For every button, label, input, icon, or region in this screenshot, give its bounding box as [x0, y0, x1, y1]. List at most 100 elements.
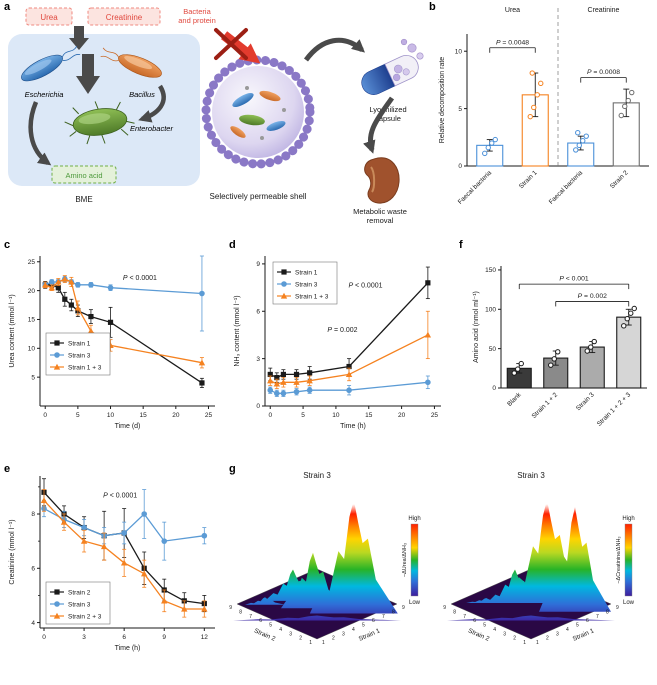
circle-marker	[280, 390, 287, 397]
x-tick-label: 0	[43, 412, 47, 419]
urea-box	[25, 7, 73, 26]
x-axis-label: Time (h)	[115, 645, 141, 652]
tick-label: 9	[616, 605, 619, 611]
y-tick-label: 20	[28, 288, 36, 295]
enterobacter-cell	[64, 101, 135, 145]
x-tick-label: 25	[431, 412, 439, 419]
y-axis-label: NH₃ content (mmol l⁻¹)	[234, 295, 241, 366]
triangle-marker	[198, 359, 206, 366]
schematic: Urea Creatinine Bacteria and protein Esc…	[8, 7, 424, 225]
surface-peak	[539, 507, 611, 612]
tick-label: 5	[362, 623, 365, 629]
legend: Strain 1 Strain 3 Strain 1 + 3	[45, 332, 111, 376]
data-point	[575, 130, 581, 136]
panel-a: a Urea Creatinine Bacteria and protein	[0, 0, 425, 238]
data-point	[576, 142, 582, 149]
series-strain-2-+-3	[40, 489, 208, 618]
triangle-marker	[161, 597, 168, 604]
triangle-marker	[280, 379, 287, 385]
cycle-arrow-right	[138, 84, 166, 123]
square-marker	[107, 319, 114, 325]
lyophilized-sphere	[400, 38, 408, 46]
data-point	[538, 80, 544, 87]
legend-label: Strain 3	[295, 281, 318, 288]
series-strain-1-+-3	[267, 310, 432, 390]
x-tick-label: 5	[76, 412, 80, 419]
data-point	[588, 344, 594, 350]
legend-label: Strain 1	[68, 340, 91, 347]
colorbar-high-label: High	[622, 516, 634, 522]
circle-marker	[293, 388, 300, 395]
legend-label: Strain 1	[295, 269, 318, 276]
y-tick-label: 9	[256, 261, 260, 268]
tick-label: 5	[269, 623, 272, 629]
tick-label: 3	[289, 631, 292, 637]
colorbar	[410, 523, 419, 597]
p-value: P < 0.0001	[123, 275, 157, 282]
data-point	[548, 362, 554, 368]
y-axis-label: Amino acid (nmol ml⁻¹)	[473, 291, 480, 363]
cycle-arrow-left	[28, 101, 52, 166]
series-strain-3	[267, 375, 431, 397]
y-axis-label: Creatinine (mmol l⁻¹)	[9, 519, 16, 584]
triangle-marker	[74, 304, 82, 311]
circle-marker	[121, 530, 127, 536]
colorbar-low-label: Low	[409, 600, 421, 606]
category-label: Faecal bacteria	[457, 169, 494, 206]
square-marker	[281, 269, 287, 275]
capsule-label-2: capsule	[375, 114, 401, 123]
circle-marker	[75, 282, 81, 288]
tick-label: 2	[546, 636, 549, 642]
legend-label: Strain 1 + 3	[295, 293, 329, 300]
circle-marker	[141, 511, 147, 517]
circle-marker	[199, 290, 205, 297]
square-marker	[55, 285, 61, 291]
x-axis-label: Time (h)	[340, 423, 366, 430]
tick-label: 9	[402, 605, 405, 611]
y-axis-label: Relative decomposition rate	[439, 57, 446, 143]
circle-marker	[306, 387, 313, 394]
triangle-marker	[201, 605, 208, 612]
p-value: P = 0.002	[578, 293, 608, 300]
tick-label: 6	[586, 618, 589, 624]
p-value: P = 0.0008	[587, 69, 620, 76]
category-label: Strain 1 + 2	[531, 391, 560, 420]
tick-label: 8	[453, 609, 456, 615]
panel-b: b 0 5 10 Relative decomposition rate Urea Cre…	[425, 0, 657, 238]
p-value: P < 0.0001	[348, 283, 382, 290]
data-point	[515, 366, 521, 372]
tick-label: 4	[566, 627, 569, 633]
data-point	[628, 310, 634, 316]
square-marker	[199, 380, 205, 386]
tick-label: 9	[229, 605, 232, 611]
circle-marker	[274, 390, 280, 397]
shell-label: Selectively permeable shell	[210, 192, 307, 201]
square-marker	[267, 371, 273, 378]
data-point	[518, 360, 524, 367]
tick-label: 7	[596, 614, 599, 620]
urea-label: Urea	[40, 13, 58, 22]
x-tick-label: 20	[172, 412, 180, 419]
data-point	[580, 138, 586, 144]
axis-label-right: Strain 1	[572, 627, 596, 643]
square-marker	[274, 374, 280, 381]
data-point	[551, 356, 557, 362]
data-point	[573, 147, 579, 153]
panel-d: d 0 5 10 15 20 25 0 3 6 9 Time (h) NH₃ content (mmo…	[225, 238, 455, 462]
panel-c: c 0 5 10 15 20 25 5 10 15 20 25 Time (d) Urea conten…	[0, 238, 225, 462]
panel-b-chart: 0 5 10 Relative decomposition rate Urea Creat…	[439, 7, 649, 206]
bacillus-label: Bacillus	[129, 90, 155, 99]
lyophilized-sphere	[407, 43, 417, 53]
tick-label: 1	[523, 640, 526, 646]
tick-label: 2	[513, 636, 516, 642]
legend-label: Strain 3	[68, 601, 91, 608]
triangle-marker	[87, 327, 95, 334]
square-marker	[425, 280, 431, 286]
data-point	[591, 338, 597, 345]
triangle-marker	[424, 331, 432, 338]
tick-label: 1	[536, 640, 539, 646]
y-tick-label: 15	[28, 317, 36, 324]
triangle-marker	[267, 377, 274, 384]
square-marker	[293, 371, 300, 378]
data-point	[624, 316, 630, 322]
